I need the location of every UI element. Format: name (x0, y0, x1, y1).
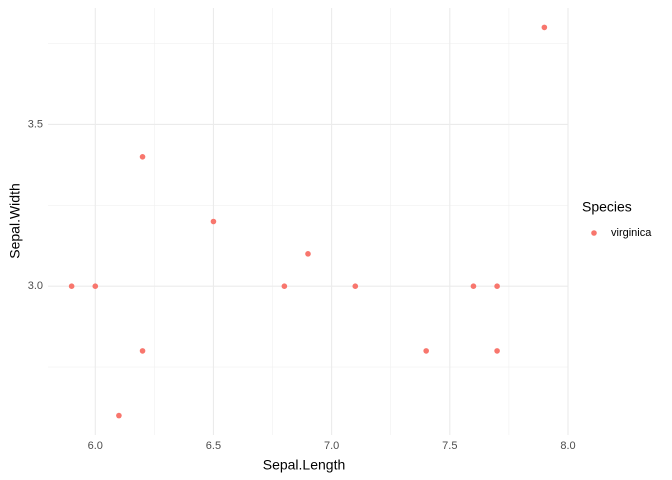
point (494, 348, 500, 354)
x-tick-label: 6.5 (206, 440, 221, 452)
point (305, 251, 311, 257)
point (139, 348, 146, 354)
y-axis-title: Sepal.Width (7, 183, 23, 258)
point (210, 218, 217, 225)
legend-key (591, 230, 597, 236)
point (281, 283, 288, 289)
plot-layer: 6.0 6.5 7.0 7.5 8.0 3.0 3.5 virginica (28, 8, 652, 452)
x-tick-label: 7.5 (442, 440, 457, 452)
point (541, 24, 548, 31)
point (92, 283, 99, 289)
y-tick-label: 3.5 (28, 118, 43, 130)
legend-label: virginica (611, 227, 652, 239)
point (116, 412, 122, 419)
legend-title: Species (582, 199, 632, 215)
y-tick-label: 3.0 (28, 280, 43, 292)
point (139, 154, 146, 160)
x-tick-label: 8.0 (560, 440, 575, 452)
point (494, 283, 500, 289)
point (68, 283, 75, 289)
x-tick-label: 6.0 (88, 440, 103, 452)
x-tick-label: 7.0 (324, 440, 339, 452)
point (470, 283, 477, 289)
point (423, 348, 429, 354)
point (352, 283, 359, 289)
x-axis-title: Sepal.Length (263, 457, 346, 473)
